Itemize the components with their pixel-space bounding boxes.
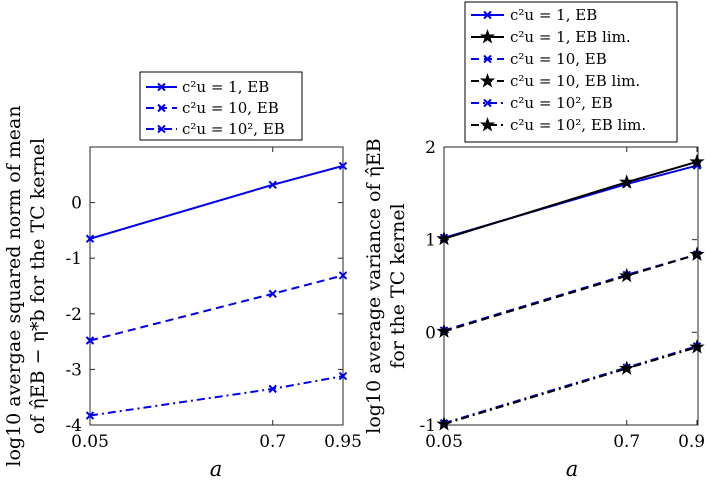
right-plot-area bbox=[443, 146, 699, 426]
y-tick-label: -1 bbox=[65, 249, 82, 269]
chart-right: -1 0 1 2 0.05 0.7 0.95 log10 average variance… bbox=[363, 1, 706, 481]
left-legend-label: c²u = 10, EB bbox=[182, 99, 279, 117]
legend-marker bbox=[483, 98, 492, 108]
legend-marker bbox=[483, 54, 492, 64]
data-point bbox=[619, 267, 635, 283]
left-plot-area bbox=[89, 146, 344, 426]
left-legend-samples bbox=[146, 82, 177, 134]
x-tick-label: 0.05 bbox=[425, 432, 463, 452]
y-tick-label: 0 bbox=[425, 323, 436, 343]
y-tick-label: 2 bbox=[425, 138, 436, 158]
left-xtick-labels: 0.05 0.7 0.95 bbox=[71, 432, 362, 452]
right-y-axis-label-line1: log10 average variance of η̂EB bbox=[363, 138, 385, 434]
chart-left: -4 -3 -2 -1 0 0.05 0.7 0.95 log10 avergae squa… bbox=[3, 71, 362, 481]
right-series bbox=[436, 153, 705, 431]
right-legend-label: c²u = 10, EB bbox=[510, 50, 607, 68]
data-point bbox=[268, 289, 277, 298]
data-point bbox=[85, 234, 95, 243]
series-3 bbox=[436, 246, 705, 338]
legend-marker bbox=[479, 28, 496, 44]
data-point bbox=[268, 180, 277, 190]
right-legend-label: c²u = 10², EB bbox=[510, 94, 613, 112]
right-legend-label: c²u = 10², EB lim. bbox=[510, 116, 646, 134]
left-legend-label: c²u = 10², EB bbox=[182, 120, 285, 138]
data-point bbox=[689, 246, 705, 261]
left-legend-label: c²u = 1, EB bbox=[182, 78, 269, 96]
series-line bbox=[443, 253, 698, 333]
right-y-axis-label-line2: for the TC kernel bbox=[387, 203, 409, 368]
data-point bbox=[619, 360, 635, 375]
right-ytick-labels: -1 0 1 2 bbox=[419, 138, 436, 436]
right-x-axis-label: a bbox=[566, 457, 579, 481]
data-point bbox=[268, 384, 277, 394]
y-tick-label: -3 bbox=[65, 360, 82, 380]
left-x-axis-label: a bbox=[210, 457, 223, 481]
y-tick-label: -1 bbox=[419, 416, 436, 436]
data-point bbox=[338, 371, 348, 381]
left-y-axis-label-line2: of η̂EB − η*b for the TC kernel bbox=[27, 138, 49, 434]
data-point bbox=[619, 174, 635, 189]
x-tick-label: 0.95 bbox=[678, 432, 706, 452]
data-point bbox=[689, 339, 705, 354]
data-point bbox=[436, 230, 452, 246]
series-0 bbox=[85, 161, 348, 243]
left-ytick-labels: -4 -3 -2 -1 0 bbox=[65, 194, 82, 436]
x-tick-label: 0.7 bbox=[613, 432, 640, 452]
data-point bbox=[338, 271, 348, 280]
legend-marker bbox=[479, 116, 496, 132]
legend-marker bbox=[483, 10, 492, 20]
left-ticks bbox=[89, 147, 344, 426]
series-1 bbox=[85, 271, 348, 345]
right-legend-box bbox=[464, 1, 678, 143]
left-y-axis-label-line1: log10 avergae squared norm of mean bbox=[3, 105, 25, 466]
series-2 bbox=[85, 371, 348, 420]
left-legend: c²u = 1, EB c²u = 10, EB c²u = 10², EB bbox=[139, 71, 303, 141]
legend-marker bbox=[479, 72, 496, 88]
right-legend-samples bbox=[471, 10, 504, 132]
right-legend-label: c²u = 1, EB bbox=[510, 6, 597, 24]
data-point bbox=[85, 336, 95, 345]
right-xtick-labels: 0.05 0.7 0.95 bbox=[425, 432, 706, 452]
x-tick-label: 0.05 bbox=[71, 432, 109, 452]
x-tick-label: 0.95 bbox=[324, 432, 362, 452]
data-point bbox=[436, 416, 452, 431]
data-point bbox=[338, 161, 348, 171]
legend-marker bbox=[157, 82, 166, 92]
data-point bbox=[85, 411, 95, 420]
right-legend-label: c²u = 1, EB lim. bbox=[510, 28, 631, 46]
y-tick-label: 1 bbox=[425, 231, 436, 251]
legend-marker bbox=[157, 124, 166, 134]
data-point bbox=[436, 323, 452, 338]
series-1 bbox=[436, 153, 705, 246]
legend-marker bbox=[157, 103, 166, 113]
data-point bbox=[689, 153, 705, 169]
left-series bbox=[85, 161, 348, 420]
series-line bbox=[443, 346, 698, 426]
y-tick-label: -4 bbox=[65, 416, 82, 436]
right-legend: c²u = 1, EB c²u = 1, EB lim. c²u = 10, E… bbox=[464, 1, 678, 143]
right-legend-label: c²u = 10, EB lim. bbox=[510, 72, 640, 90]
y-tick-label: 0 bbox=[71, 194, 82, 214]
y-tick-label: -2 bbox=[65, 305, 82, 325]
x-tick-label: 0.7 bbox=[259, 432, 286, 452]
series-5 bbox=[436, 339, 705, 431]
